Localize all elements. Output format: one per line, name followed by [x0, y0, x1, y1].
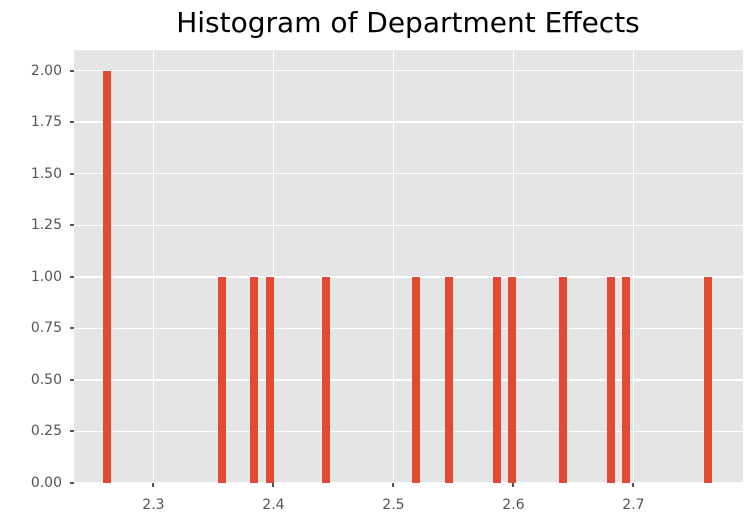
y-tick-mark: [70, 121, 74, 124]
y-gridline: [74, 276, 743, 278]
histogram-bar: [622, 276, 631, 483]
histogram-bar: [265, 276, 274, 483]
x-tick-label: 2.7: [622, 497, 645, 513]
y-tick-label: 1.75: [30, 114, 62, 131]
x-gridline: [512, 50, 515, 483]
x-tick-label: 2.3: [142, 497, 165, 513]
histogram-bar: [492, 276, 501, 483]
y-tick-label: 0.25: [30, 423, 62, 440]
y-tick-mark: [70, 327, 74, 330]
x-gridline: [152, 50, 155, 483]
y-gridline: [74, 121, 743, 123]
y-gridline: [74, 430, 743, 433]
y-tick-mark: [70, 275, 74, 278]
histogram-bar: [412, 276, 421, 483]
histogram-bar: [322, 276, 331, 483]
y-tick-label: 1.00: [30, 268, 62, 285]
plot-area: [74, 50, 743, 483]
x-tick-mark: [272, 483, 275, 487]
chart-title: Histogram of Department Effects: [176, 6, 640, 39]
y-tick-label: 0.00: [30, 475, 62, 491]
y-gridline: [74, 172, 743, 175]
histogram-bar: [703, 276, 712, 483]
y-tick-mark: [70, 430, 74, 433]
histogram-bar: [250, 276, 259, 483]
x-tick-mark: [632, 483, 635, 487]
y-tick-label: 2.00: [30, 62, 62, 79]
x-tick-mark: [152, 483, 155, 487]
x-tick-label: 2.4: [262, 497, 285, 513]
y-tick-mark: [70, 69, 74, 72]
y-tick-mark: [70, 172, 74, 175]
y-tick-label: 0.75: [30, 320, 62, 337]
histogram-bar: [444, 276, 453, 483]
y-tick-mark: [70, 378, 74, 381]
y-tick-mark: [70, 482, 74, 484]
y-tick-label: 1.50: [30, 165, 62, 182]
histogram-bar: [508, 276, 517, 483]
histogram-bar: [217, 276, 226, 483]
histogram-bar: [102, 70, 111, 483]
y-gridline: [74, 69, 743, 72]
histogram-bar: [558, 276, 567, 483]
x-tick-mark: [512, 483, 515, 487]
x-gridline: [632, 50, 635, 483]
x-gridline: [392, 50, 395, 483]
y-tick-label: 1.25: [30, 217, 62, 234]
y-tick-mark: [70, 224, 74, 227]
y-gridline: [74, 327, 743, 330]
histogram-bar: [606, 276, 615, 483]
y-gridline: [74, 379, 743, 381]
x-tick-label: 2.5: [382, 497, 405, 513]
x-tick-mark: [392, 483, 395, 487]
y-gridline: [74, 224, 743, 226]
y-gridline: [74, 482, 743, 483]
x-tick-label: 2.6: [502, 497, 525, 513]
x-gridline: [272, 50, 275, 483]
y-tick-label: 0.50: [30, 371, 62, 388]
